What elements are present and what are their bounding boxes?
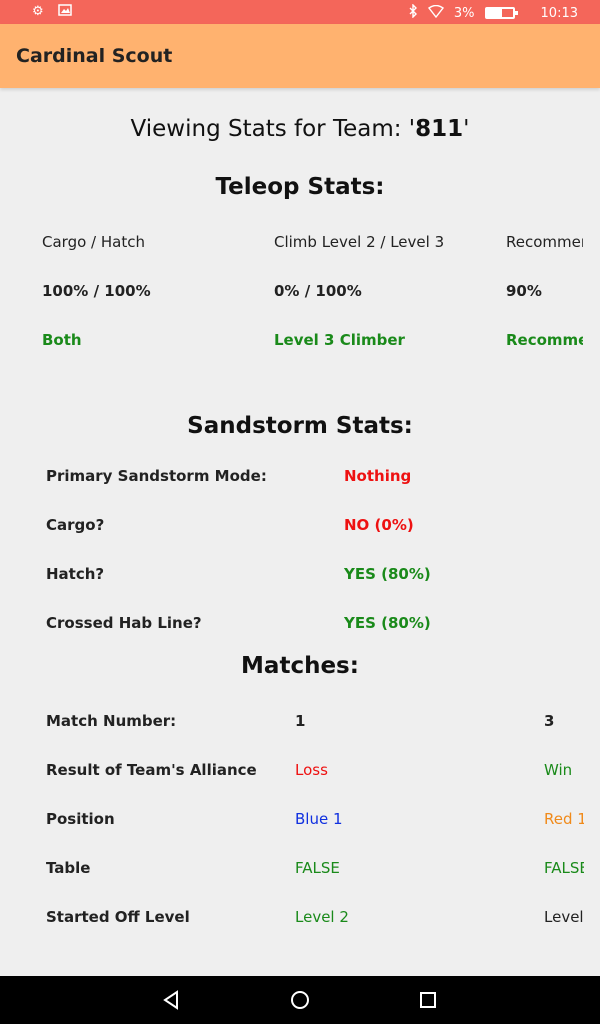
teleop-recommend-label: Recommended xyxy=(506,233,583,251)
app-title: Cardinal Scout xyxy=(16,45,173,67)
bluetooth-icon xyxy=(408,3,418,22)
back-icon[interactable] xyxy=(160,988,184,1012)
teleop-recommend-verdict: Recommended xyxy=(506,331,583,349)
stats-content[interactable]: Viewing Stats for Team: '811' Teleop Sta… xyxy=(0,88,600,976)
team-heading-prefix: Viewing Stats for Team: ' xyxy=(130,116,416,142)
match-1-position: Blue 1 xyxy=(295,810,343,828)
wifi-icon xyxy=(427,4,444,22)
match-number-label: Match Number: xyxy=(46,712,177,730)
battery-percent: 3% xyxy=(453,5,475,21)
sandstorm-habline-label: Crossed Hab Line? xyxy=(46,614,202,632)
match-result-label: Result of Team's Alliance xyxy=(46,761,257,779)
team-heading-suffix: ' xyxy=(463,116,470,142)
match-1-number: 1 xyxy=(295,712,306,730)
match-1-result: Loss xyxy=(295,761,328,779)
teleop-climb-value: 0% / 100% xyxy=(274,282,362,300)
team-heading: Viewing Stats for Team: '811' xyxy=(0,116,600,142)
navigation-bar xyxy=(0,976,600,1024)
teleop-cargo-hatch-verdict: Both xyxy=(42,331,82,349)
matches-title: Matches: xyxy=(241,653,359,679)
match-2-number: 3 xyxy=(544,712,555,730)
sandstorm-mode-value: Nothing xyxy=(344,467,412,485)
match-2-position: Red 1 xyxy=(544,810,584,828)
sandstorm-hatch-label: Hatch? xyxy=(46,565,105,583)
match-position-label: Position xyxy=(46,810,115,828)
sandstorm-hatch-value: YES (80%) xyxy=(344,565,431,583)
sandstorm-habline-value: YES (80%) xyxy=(344,614,431,632)
recents-icon[interactable] xyxy=(416,988,440,1012)
match-2-table: FALSE xyxy=(544,859,584,877)
teleop-title: Teleop Stats: xyxy=(215,174,385,200)
battery-icon xyxy=(484,7,518,19)
image-icon xyxy=(57,4,72,20)
match-start-level-label: Started Off Level xyxy=(46,908,190,926)
match-1-start-level: Level 2 xyxy=(295,908,349,926)
sandstorm-mode-label: Primary Sandstorm Mode: xyxy=(46,467,267,485)
teleop-climb-verdict: Level 3 Climber xyxy=(274,331,405,349)
clock: 10:13 xyxy=(540,5,578,21)
sandstorm-cargo-value: NO (0%) xyxy=(344,516,414,534)
teleop-climb-label: Climb Level 2 / Level 3 xyxy=(274,233,445,251)
match-table-label: Table xyxy=(46,859,91,877)
match-2-start-level: Level xyxy=(544,908,584,926)
status-bar: ⚙ 3% 10:13 xyxy=(0,0,600,24)
team-number: 811 xyxy=(415,116,464,142)
match-1-table: FALSE xyxy=(295,859,340,877)
settings-icon: ⚙ xyxy=(32,4,44,19)
teleop-cargo-hatch-label: Cargo / Hatch xyxy=(42,233,145,251)
app-bar: Cardinal Scout xyxy=(0,24,600,88)
sandstorm-cargo-label: Cargo? xyxy=(46,516,105,534)
home-icon[interactable] xyxy=(288,988,312,1012)
match-2-result: Win xyxy=(544,761,573,779)
sandstorm-title: Sandstorm Stats: xyxy=(187,413,413,439)
teleop-cargo-hatch-value: 100% / 100% xyxy=(42,282,151,300)
teleop-recommend-value: 90% xyxy=(506,282,542,300)
